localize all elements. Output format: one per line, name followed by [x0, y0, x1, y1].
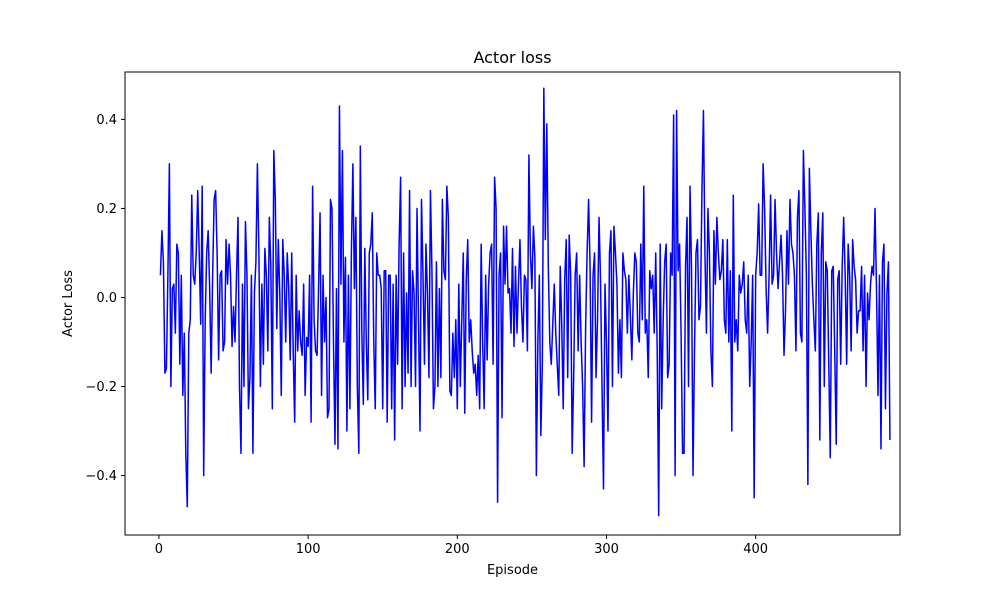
y-tick-label: 0.0 [96, 291, 117, 306]
y-tick-label: 0.2 [96, 202, 117, 217]
x-tick-label: 100 [296, 542, 321, 557]
x-tick-label: 400 [743, 542, 768, 557]
x-tick-label: 0 [155, 542, 163, 557]
y-tick-label: −0.2 [85, 380, 117, 395]
chart-title: Actor loss [473, 48, 551, 67]
plot-area-frame [124, 71, 901, 536]
x-tick-label: 300 [594, 542, 619, 557]
series-line-0 [159, 87, 891, 517]
y-tick-label: 0.4 [96, 113, 117, 128]
y-tick-label: −0.4 [85, 469, 117, 484]
x-tick-label: 200 [445, 542, 470, 557]
y-axis-title: Actor Loss [61, 270, 76, 337]
x-axis-title: Episode [487, 563, 538, 578]
series-layer [159, 87, 891, 517]
y-axis-ticks: −0.4 −0.2 0.0 0.2 0.4 [85, 113, 125, 484]
x-axis-ticks: 0 100 200 300 400 [155, 535, 768, 557]
